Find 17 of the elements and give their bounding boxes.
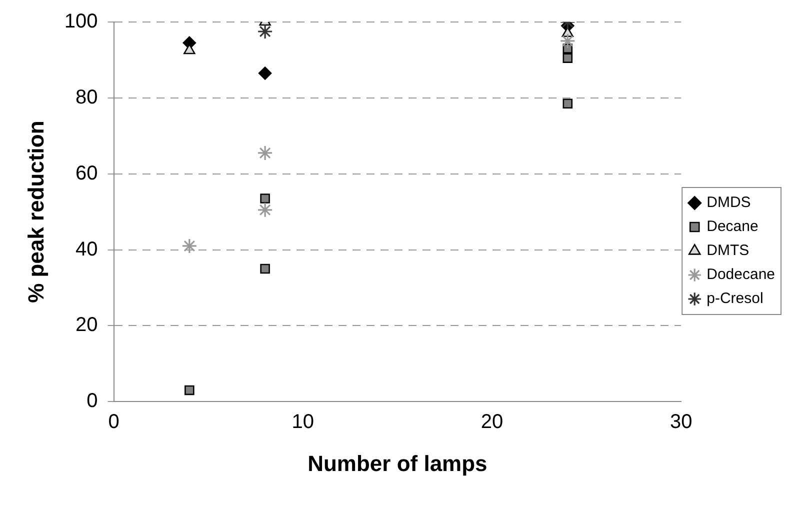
- legend-label: Dodecane: [706, 266, 776, 284]
- legend-label: p-Cresol: [706, 290, 764, 308]
- y-tick-label: 0: [86, 390, 98, 412]
- legend-label: Decane: [706, 218, 758, 236]
- y-tick-label: 20: [76, 314, 98, 336]
- x-tick-label: 30: [670, 411, 692, 434]
- y-axis-title: % peak reduction: [23, 120, 48, 303]
- y-tick-label: 80: [76, 86, 98, 108]
- x-tick-label: 20: [480, 411, 504, 434]
- x-axis-title: Number of lamps: [308, 450, 488, 476]
- y-tick-label: 60: [76, 162, 98, 184]
- x-tick-label: 0: [108, 411, 120, 434]
- legend-label: DMTS: [706, 242, 750, 260]
- y-tick-label: 40: [76, 238, 98, 260]
- y-tick-label: 100: [64, 10, 98, 33]
- legend-label: DMDS: [706, 194, 751, 212]
- x-tick-label: 10: [292, 411, 314, 434]
